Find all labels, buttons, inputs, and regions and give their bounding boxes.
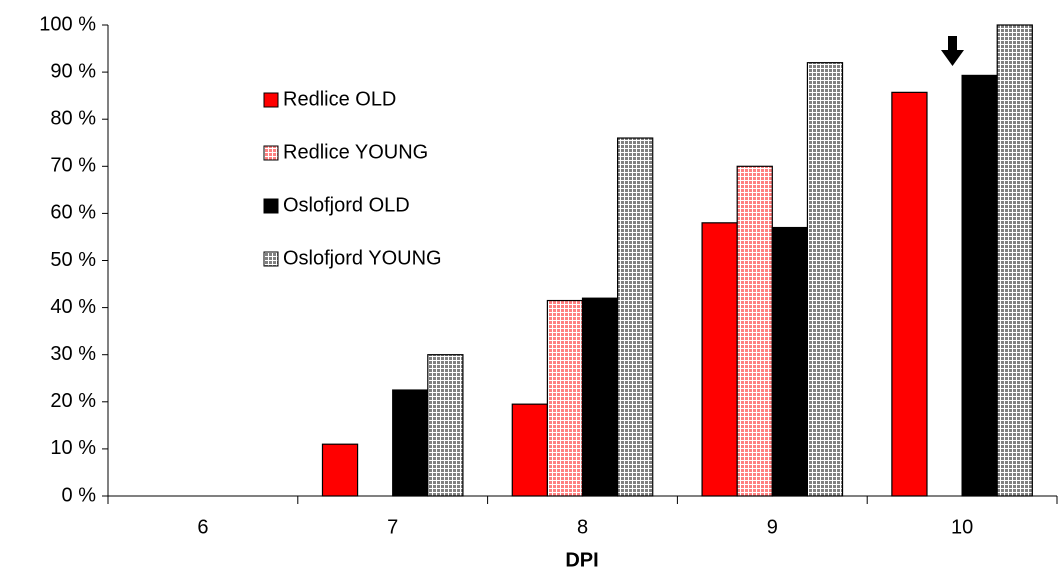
legend-label: Oslofjord OLD [283,194,410,216]
bar [961,74,998,497]
bar [771,226,809,497]
bar [996,24,1033,497]
bar [806,62,844,497]
y-tick-label: 60 % [50,202,96,224]
y-tick-label: 50 % [50,249,96,271]
bar [736,165,773,497]
x-tick-label: 7 [387,516,398,538]
bar [546,299,584,497]
bar [581,297,619,497]
bar [891,91,928,497]
bar [701,222,738,497]
legend-swatch [263,251,279,267]
annotation-arrow [941,36,964,66]
x-tick-label: 6 [197,516,208,538]
y-tick-label: 0 % [62,484,97,506]
x-tick-label: 10 [951,516,973,538]
bar [427,354,464,497]
x-tick-label: 8 [577,516,588,538]
bar [321,443,359,497]
y-tick-label: 80 % [50,107,96,129]
y-tick-label: 10 % [50,437,96,459]
x-tick-label: 9 [767,516,778,538]
y-tick-label: 20 % [50,390,96,412]
bar [392,389,429,497]
y-tick-label: 90 % [50,60,96,82]
legend-label: Redlice YOUNG [283,141,428,163]
legend-swatch [263,145,279,161]
y-tick-label: 70 % [50,155,96,177]
y-tick-label: 40 % [50,296,96,318]
legend-label: Oslofjord YOUNG [283,247,442,269]
bar [617,137,654,497]
bar [511,403,548,497]
legend-swatch [263,198,279,214]
y-tick-label: 100 % [39,13,96,35]
y-tick-label: 30 % [50,343,96,365]
legend-swatch [263,92,279,108]
legend-label: Redlice OLD [283,88,396,110]
x-axis-label: DPI [565,549,598,571]
